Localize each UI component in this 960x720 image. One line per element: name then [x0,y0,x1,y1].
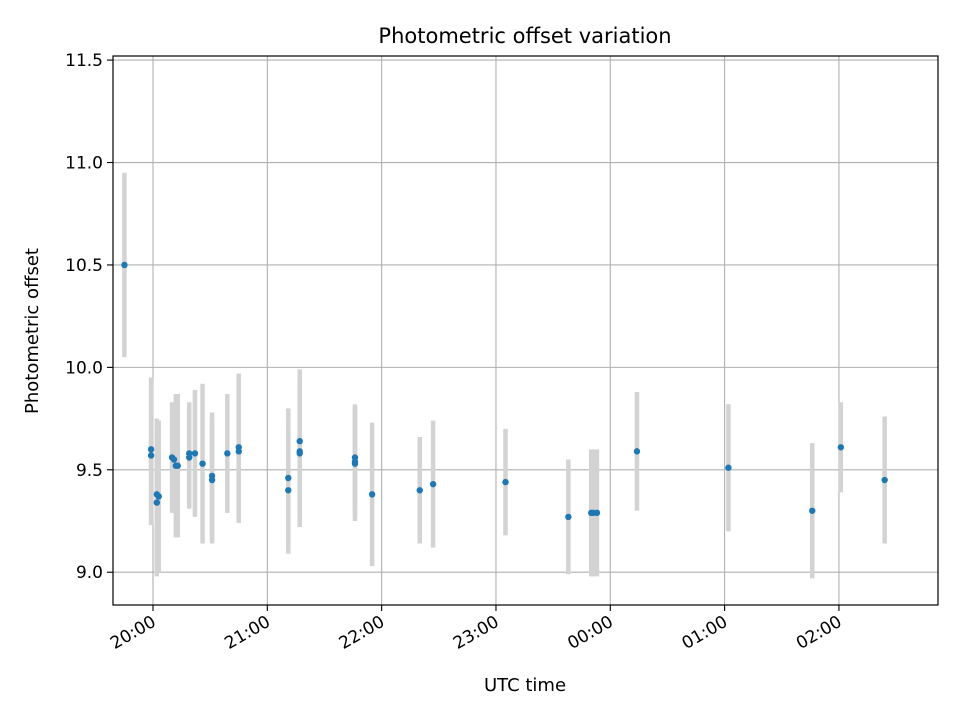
x-tick-label: 20:00 [107,612,159,654]
x-tick-label: 00:00 [564,612,616,654]
data-point [502,478,509,486]
data-point [416,487,423,494]
data-point [147,446,155,453]
grid-lines [113,56,938,605]
y-tick-label: 10.0 [65,358,103,378]
data-point [593,509,601,517]
y-tick-label: 9.5 [76,461,103,481]
data-point [224,450,231,457]
data-point [296,437,303,445]
data-point [351,460,359,467]
data-point [565,513,572,521]
data-point [285,487,292,494]
y-axis-ticks: 9.0 9.5 10.0 10.5 11.0 11.5 [65,51,113,583]
data-point [155,493,162,500]
data-point [809,507,816,514]
data-point [368,491,376,498]
data-point [881,476,888,484]
data-point [296,450,303,457]
data-point [191,450,199,457]
data-point [235,448,242,455]
data-point [285,474,292,482]
data-point [725,464,732,471]
data-point [199,460,206,467]
y-tick-label: 11.5 [65,51,103,71]
plot-frame [112,55,939,606]
data-point [174,462,181,469]
y-tick-label: 9.0 [76,563,103,583]
x-tick-label: 02:00 [793,612,845,654]
error-bars [122,172,887,579]
chart-title: Photometric offset variation [378,24,671,48]
data-point [147,452,155,459]
data-points [121,261,888,521]
y-tick-label: 11.0 [65,154,103,174]
data-point [153,499,161,506]
data-point [186,454,193,461]
data-point [633,448,641,455]
data-point [837,444,845,451]
y-axis-label: Photometric offset [22,248,43,414]
x-axis-label: UTC time [484,675,566,696]
x-tick-label: 01:00 [679,612,731,654]
x-axis-ticks: 20:00 21:00 22:00 23:00 00:00 01:00 02:00 [107,605,845,654]
data-point [170,456,178,463]
y-tick-label: 10.5 [65,256,103,276]
data-point [208,476,216,484]
x-tick-label: 23:00 [450,612,502,654]
x-tick-label: 21:00 [221,612,273,654]
data-point [429,480,437,488]
x-tick-label: 22:00 [336,612,388,654]
data-point [121,261,128,269]
